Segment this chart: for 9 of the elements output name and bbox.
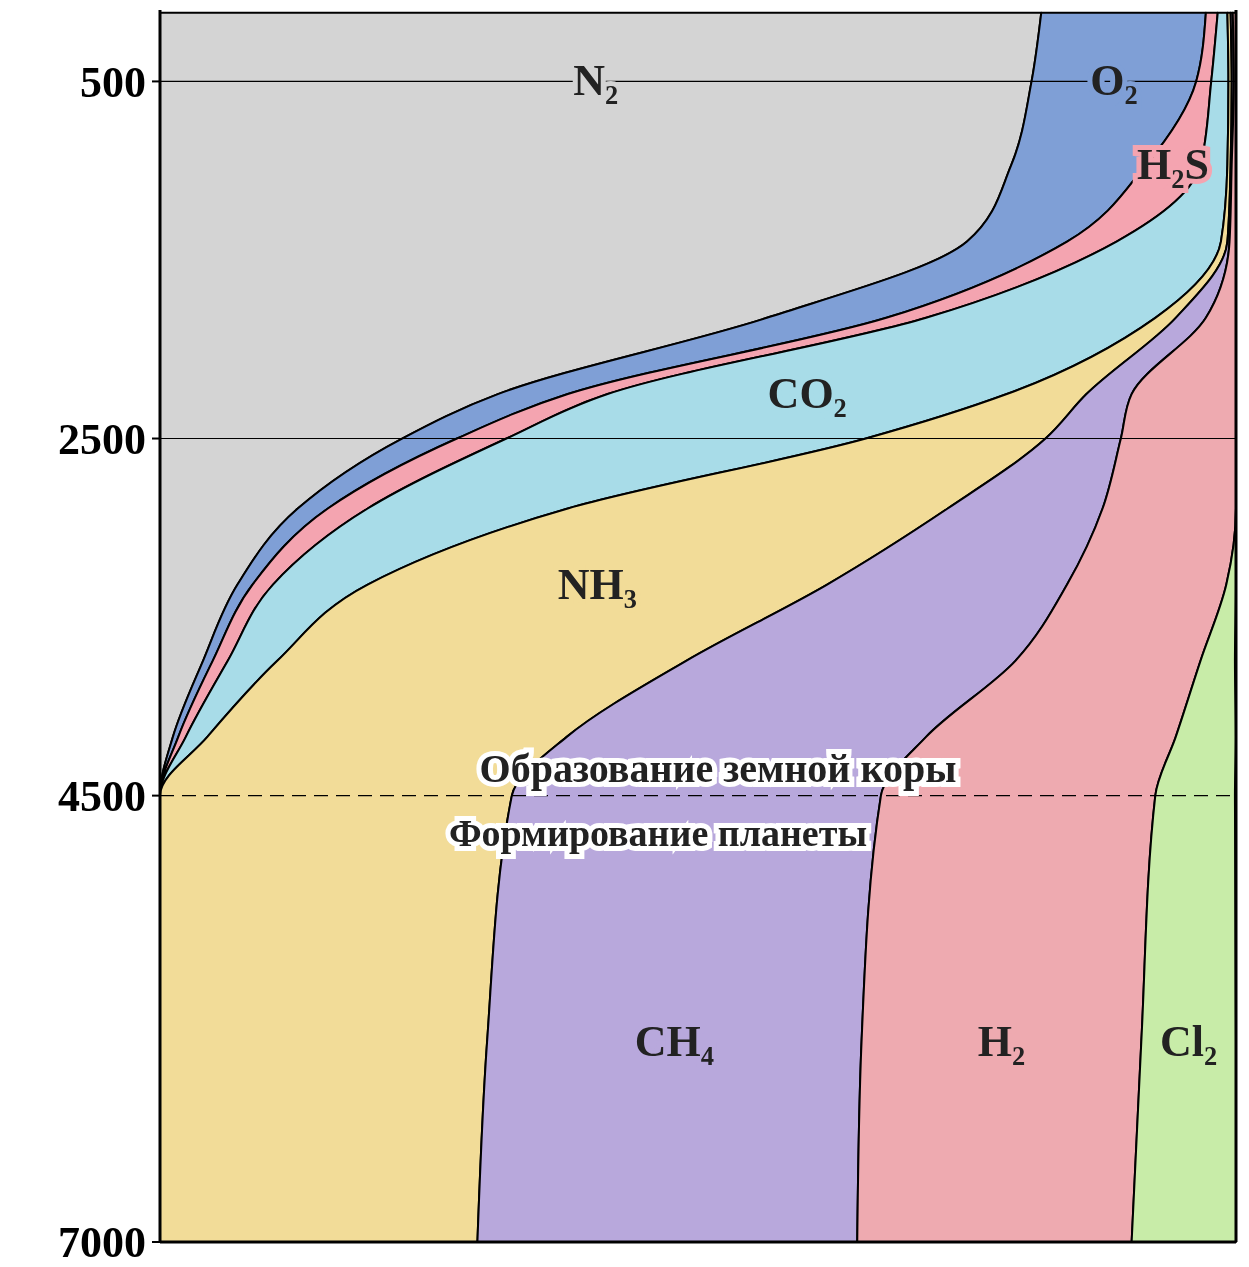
series-label: Cl₂: [1160, 1016, 1218, 1066]
y-tick-label: 7000: [58, 1218, 146, 1267]
y-tick-label: 2500: [58, 414, 146, 464]
y-tick-label: 4500: [58, 772, 146, 822]
series-label: CO₂: [767, 369, 847, 419]
series-label: CH₄: [634, 1016, 714, 1066]
series-label: H₂: [977, 1016, 1026, 1066]
series-label: NH₃: [557, 559, 637, 609]
y-tick-label: 500: [80, 57, 146, 107]
